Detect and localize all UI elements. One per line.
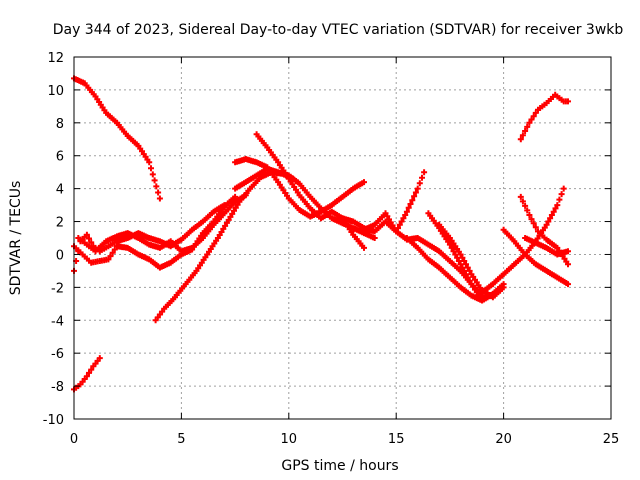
series-track-afternoon-e bbox=[425, 210, 507, 304]
series-markers bbox=[71, 193, 239, 271]
series-markers bbox=[517, 91, 571, 143]
series-track-noon-a bbox=[232, 156, 367, 220]
y-tick-label: 6 bbox=[56, 150, 64, 165]
x-axis-title: GPS time / hours bbox=[281, 458, 398, 474]
axis-ticks bbox=[73, 56, 612, 420]
y-tick-label: 2 bbox=[56, 216, 64, 231]
x-tick-label: 20 bbox=[495, 432, 512, 447]
series-markers bbox=[517, 193, 571, 268]
y-tick-label: -10 bbox=[43, 413, 64, 428]
series-track-morning-c bbox=[75, 192, 249, 255]
y-tick-label: -6 bbox=[51, 347, 64, 362]
x-tick-label: 15 bbox=[388, 432, 405, 447]
series-track-evening-d bbox=[522, 235, 571, 258]
plot-frame bbox=[73, 56, 612, 420]
series-markers bbox=[425, 210, 507, 304]
y-tick-label: -8 bbox=[51, 380, 64, 395]
series-markers bbox=[71, 75, 163, 202]
y-tick-label: 10 bbox=[47, 84, 64, 99]
data-series bbox=[71, 75, 571, 393]
series-track-evening-c bbox=[517, 193, 571, 268]
series-markers bbox=[75, 192, 249, 255]
x-tick-label: 25 bbox=[603, 432, 620, 447]
series-markers bbox=[71, 355, 103, 393]
series-markers bbox=[522, 235, 571, 258]
series-track-noon-c bbox=[253, 131, 367, 251]
x-tick-label: 10 bbox=[281, 432, 298, 447]
x-tick-label: 0 bbox=[70, 432, 78, 447]
series-track-late-high bbox=[517, 91, 571, 143]
chart-title: Day 344 of 2023, Sidereal Day-to-day VTE… bbox=[53, 22, 624, 38]
y-tick-label: 8 bbox=[56, 117, 64, 132]
series-track-morning-b bbox=[71, 193, 239, 271]
series-markers bbox=[500, 226, 571, 288]
x-tick-label: 5 bbox=[177, 432, 185, 447]
series-track-early-low bbox=[71, 355, 103, 393]
x-tick-labels: 0 5 10 15 20 25 bbox=[70, 432, 619, 447]
y-tick-label: 0 bbox=[56, 248, 64, 263]
series-track-early-high bbox=[71, 75, 163, 202]
series-markers bbox=[253, 131, 367, 251]
series-track-evening-b bbox=[500, 226, 571, 288]
y-tick-label: -4 bbox=[51, 314, 64, 329]
y-axis-title: SDTVAR / TECUs bbox=[8, 181, 24, 296]
series-markers bbox=[232, 156, 367, 220]
series-track-afternoon-b bbox=[361, 169, 428, 235]
series-markers bbox=[361, 169, 428, 235]
y-tick-labels: -10 -8 -6 -4 -2 0 2 4 6 8 10 12 bbox=[43, 51, 64, 428]
y-tick-label: 4 bbox=[56, 183, 64, 198]
y-tick-label: -2 bbox=[51, 281, 64, 296]
y-tick-label: 12 bbox=[47, 51, 64, 66]
